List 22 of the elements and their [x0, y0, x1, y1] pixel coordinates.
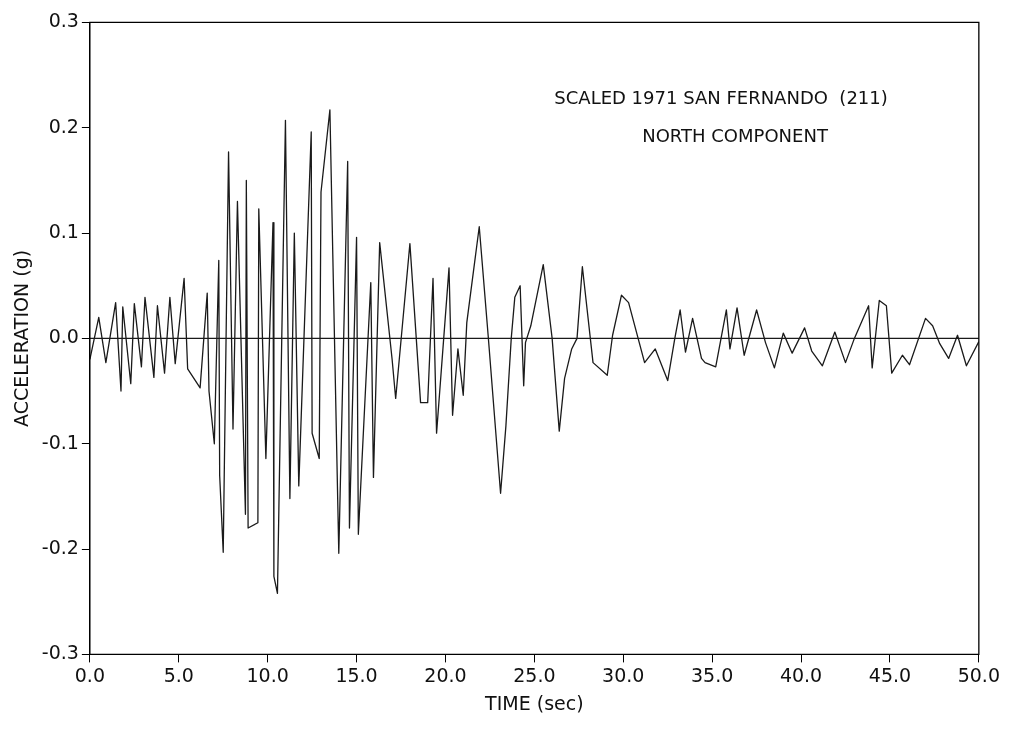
x-tick-label: 15.0 [335, 663, 378, 686]
x-tick-label: 5.0 [163, 663, 194, 686]
y-tick-label: -0.3 [41, 641, 79, 664]
x-axis-title: TIME (sec) [484, 691, 584, 714]
x-tick-label: 30.0 [602, 663, 645, 686]
y-tick-label: 0.0 [48, 325, 79, 348]
x-tick-label: 10.0 [246, 663, 289, 686]
annotation: NORTH COMPONENT [642, 125, 829, 147]
y-tick-label: -0.2 [41, 536, 79, 558]
x-tick-label: 0.0 [74, 663, 105, 686]
y-tick-label: -0.1 [41, 430, 79, 453]
annotation: SCALED 1971 SAN FERNANDO (211) [554, 87, 888, 109]
x-tick-label: 45.0 [868, 663, 912, 686]
x-tick-label: 40.0 [779, 663, 823, 686]
y-tick-label: 0.2 [48, 114, 79, 137]
x-tick-label: 20.0 [424, 663, 467, 686]
y-axis-title: ACCELERATION (g) [10, 249, 33, 427]
y-tick-label: 0.1 [48, 220, 79, 242]
x-tick-label: 35.0 [691, 663, 734, 686]
y-tick-label: 0.3 [48, 9, 79, 32]
x-tick-label: 25.0 [513, 663, 556, 686]
x-tick-label: 50.0 [957, 663, 1000, 686]
